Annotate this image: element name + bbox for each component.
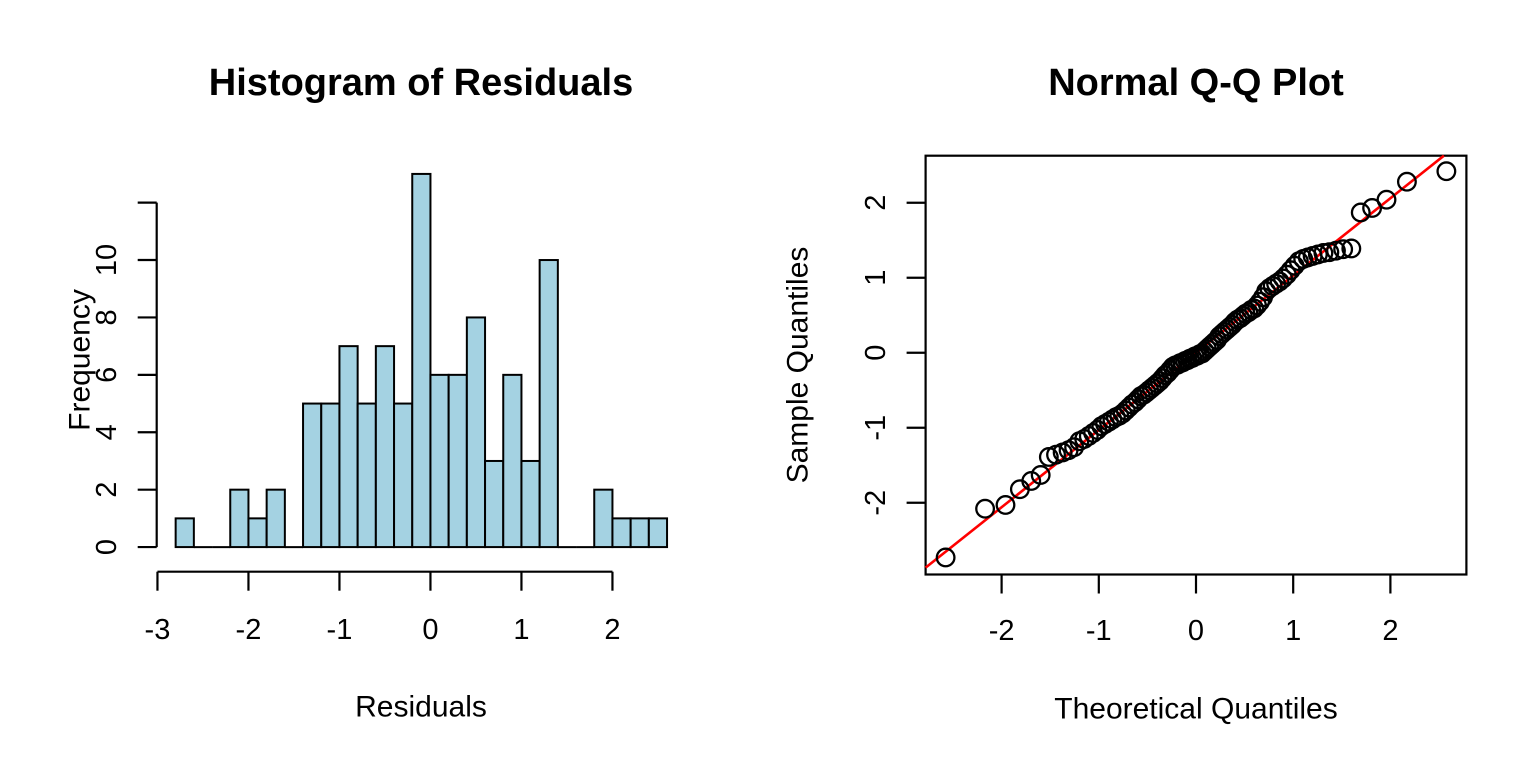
histogram-bar xyxy=(629,517,650,549)
qq-point xyxy=(1250,291,1271,312)
histogram-bar xyxy=(174,517,195,549)
histogram-x-tick-label: 0 xyxy=(422,614,438,646)
qq-point xyxy=(1256,281,1277,302)
histogram-bars xyxy=(174,172,669,549)
qq-x-tick-label: 1 xyxy=(1285,615,1301,647)
qq-y-tick-label: 2 xyxy=(860,195,892,211)
qq-points xyxy=(935,161,1457,568)
histogram-bar xyxy=(247,517,268,549)
histogram-y-tick-label: 6 xyxy=(91,367,123,383)
qq-y-tick-label: -2 xyxy=(860,490,892,516)
histogram-bar xyxy=(593,488,614,549)
histogram-y-tick-label: 0 xyxy=(91,539,123,555)
qq-x-tick-label: 0 xyxy=(1188,615,1204,647)
histogram-bar xyxy=(447,373,468,549)
histogram-bar xyxy=(320,402,341,549)
histogram-bar xyxy=(411,172,432,549)
qq-point xyxy=(1341,238,1362,259)
histogram-bar xyxy=(647,517,669,549)
qq-point xyxy=(1436,161,1457,182)
histogram-axes xyxy=(137,201,614,591)
qq-y-tick-label: 0 xyxy=(860,345,892,361)
qq-point xyxy=(1376,189,1397,210)
histogram-y-tick-label: 10 xyxy=(91,244,123,276)
histogram-bar xyxy=(338,345,359,549)
qq-point xyxy=(1030,465,1051,485)
qq-x-tick-label: 2 xyxy=(1382,615,1398,647)
histogram-bar xyxy=(265,488,286,549)
qq-point xyxy=(975,498,996,519)
histogram-y-tick-label: 8 xyxy=(91,309,123,325)
histogram-xlabel: Residuals xyxy=(355,691,487,724)
qq-x-tick-label: -1 xyxy=(1086,615,1112,647)
histogram-bar xyxy=(465,316,487,549)
qq-tick-labels: -2 -1 0 1 2 -2 -1 0 1 2 xyxy=(860,195,1398,647)
qq-plot-frame xyxy=(906,154,1468,594)
histogram-bar xyxy=(302,402,323,549)
qq-x-tick-label: -2 xyxy=(989,615,1015,647)
histogram-x-tick-label: -2 xyxy=(236,614,262,646)
histogram-y-tick-label: 4 xyxy=(91,424,123,440)
qq-y-tick-label: 1 xyxy=(860,270,892,286)
qq-title: Normal Q-Q Plot xyxy=(1048,62,1344,104)
qq-point xyxy=(1269,271,1290,292)
histogram-bar xyxy=(374,345,396,549)
histogram-bar xyxy=(429,373,450,549)
qq-point xyxy=(1362,198,1383,218)
histogram-bar xyxy=(538,259,559,549)
histogram-bar xyxy=(356,402,377,549)
histogram-tick-labels: 0 2 4 6 8 10 -3 -2 -1 0 1 2 xyxy=(91,244,621,646)
histogram-x-tick-label: -1 xyxy=(327,614,353,646)
qq-y-tick-label: -1 xyxy=(860,415,892,441)
qq-ylabel: Sample Quantiles xyxy=(782,247,815,484)
qq-point xyxy=(1313,243,1334,263)
histogram-bar xyxy=(520,459,541,549)
histogram-bar xyxy=(611,517,632,549)
qq-point xyxy=(1350,202,1371,223)
qq-xlabel: Theoretical Quantiles xyxy=(1054,693,1337,726)
qq-point xyxy=(1326,240,1346,261)
histogram-x-tick-label: 2 xyxy=(604,614,620,646)
histogram-bar xyxy=(502,373,523,549)
qq-point xyxy=(1333,239,1354,260)
histogram-bar xyxy=(229,488,250,549)
qq-point xyxy=(935,547,956,568)
histogram-title: Histogram of Residuals xyxy=(209,62,633,104)
histogram-ylabel: Frequency xyxy=(64,289,97,431)
qq-point xyxy=(1396,171,1417,192)
histogram-bar xyxy=(393,402,414,549)
histogram-bar xyxy=(484,459,505,549)
histogram-y-tick-label: 2 xyxy=(91,482,123,498)
histogram-x-tick-label: 1 xyxy=(513,614,529,646)
histogram-x-tick-label: -3 xyxy=(145,614,171,646)
qq-point xyxy=(995,495,1016,515)
